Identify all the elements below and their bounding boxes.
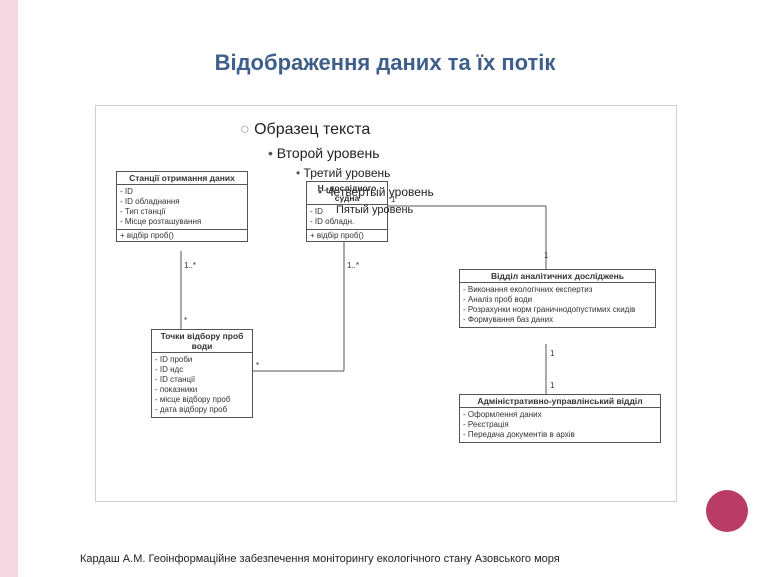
uml-box-analytic: Відділ аналітичних досліджень Виконання … (459, 269, 656, 328)
mult-label: 1 (550, 349, 554, 358)
uml-attr: Аналіз проб води (463, 295, 652, 305)
uml-attr: Оформлення даних (463, 410, 657, 420)
uml-title: Станції отримання даних (117, 172, 247, 185)
mult-label: * (256, 361, 259, 370)
uml-attr: Розрахунки норм граничнодопустимих скиді… (463, 305, 652, 315)
uml-title: Адміністративно-управлінський відділ (460, 395, 660, 408)
uml-attrs: Оформлення даних Реєстрація Передача док… (460, 408, 660, 442)
mult-label: 1..* (347, 261, 359, 270)
placeholder-list: Образец текста Второй уровень Третий уро… (240, 118, 434, 219)
uml-attr: дата відбору проб (155, 405, 249, 415)
uml-attr: Передача документів в архів (463, 430, 657, 440)
slide: Відображення даних та їх потік Образец т… (0, 0, 770, 577)
uml-attr: ID (120, 187, 244, 197)
placeholder-l2: Второй уровень (268, 143, 434, 165)
uml-attr: ID ндс (155, 365, 249, 375)
decorative-circle-icon (706, 490, 748, 532)
uml-attr: ID обладнання (120, 197, 244, 207)
slide-footer: Кардаш А.М. Геоінформаційне забезпечення… (80, 553, 560, 565)
uml-box-stations: Станції отримання даних ID ID обладнання… (116, 171, 248, 242)
uml-attrs: ID проби ID ндс ID станції показники міс… (152, 353, 252, 417)
placeholder-l1: Образец текста (240, 118, 434, 143)
uml-title: Точки відбору проб води (152, 330, 252, 353)
placeholder-l5: Пятый уровень (336, 202, 434, 219)
uml-attr: ID проби (155, 355, 249, 365)
placeholder-l4: Четвертый уровень (318, 183, 434, 202)
uml-attr: місце відбору проб (155, 395, 249, 405)
placeholder-l3: Третий уровень (296, 164, 434, 183)
uml-attr: показники (155, 385, 249, 395)
uml-attrs: ID ID обладнання Тип станції Місце розта… (117, 185, 247, 229)
decorative-band (0, 0, 18, 577)
uml-ops: відбір проб() (117, 229, 247, 241)
mult-label: * (184, 316, 187, 325)
uml-op: відбір проб() (120, 231, 244, 240)
uml-attrs: Виконання екологічних експертиз Аналіз п… (460, 283, 655, 327)
uml-op: відбір проб() (310, 231, 384, 240)
slide-title: Відображення даних та їх потік (0, 50, 770, 76)
uml-attr: Формування баз даних (463, 315, 652, 325)
uml-ops: відбір проб() (307, 229, 387, 241)
uml-attr: Місце розташування (120, 217, 244, 227)
uml-attr: ID станції (155, 375, 249, 385)
uml-attr: Реєстрація (463, 420, 657, 430)
uml-box-admin: Адміністративно-управлінський відділ Офо… (459, 394, 661, 443)
uml-attr: Виконання екологічних експертиз (463, 285, 652, 295)
mult-label: 1 (544, 251, 548, 260)
uml-title: Відділ аналітичних досліджень (460, 270, 655, 283)
uml-box-points: Точки відбору проб води ID проби ID ндс … (151, 329, 253, 418)
uml-attr: Тип станції (120, 207, 244, 217)
mult-label: 1..* (184, 261, 196, 270)
mult-label: 1 (550, 381, 554, 390)
